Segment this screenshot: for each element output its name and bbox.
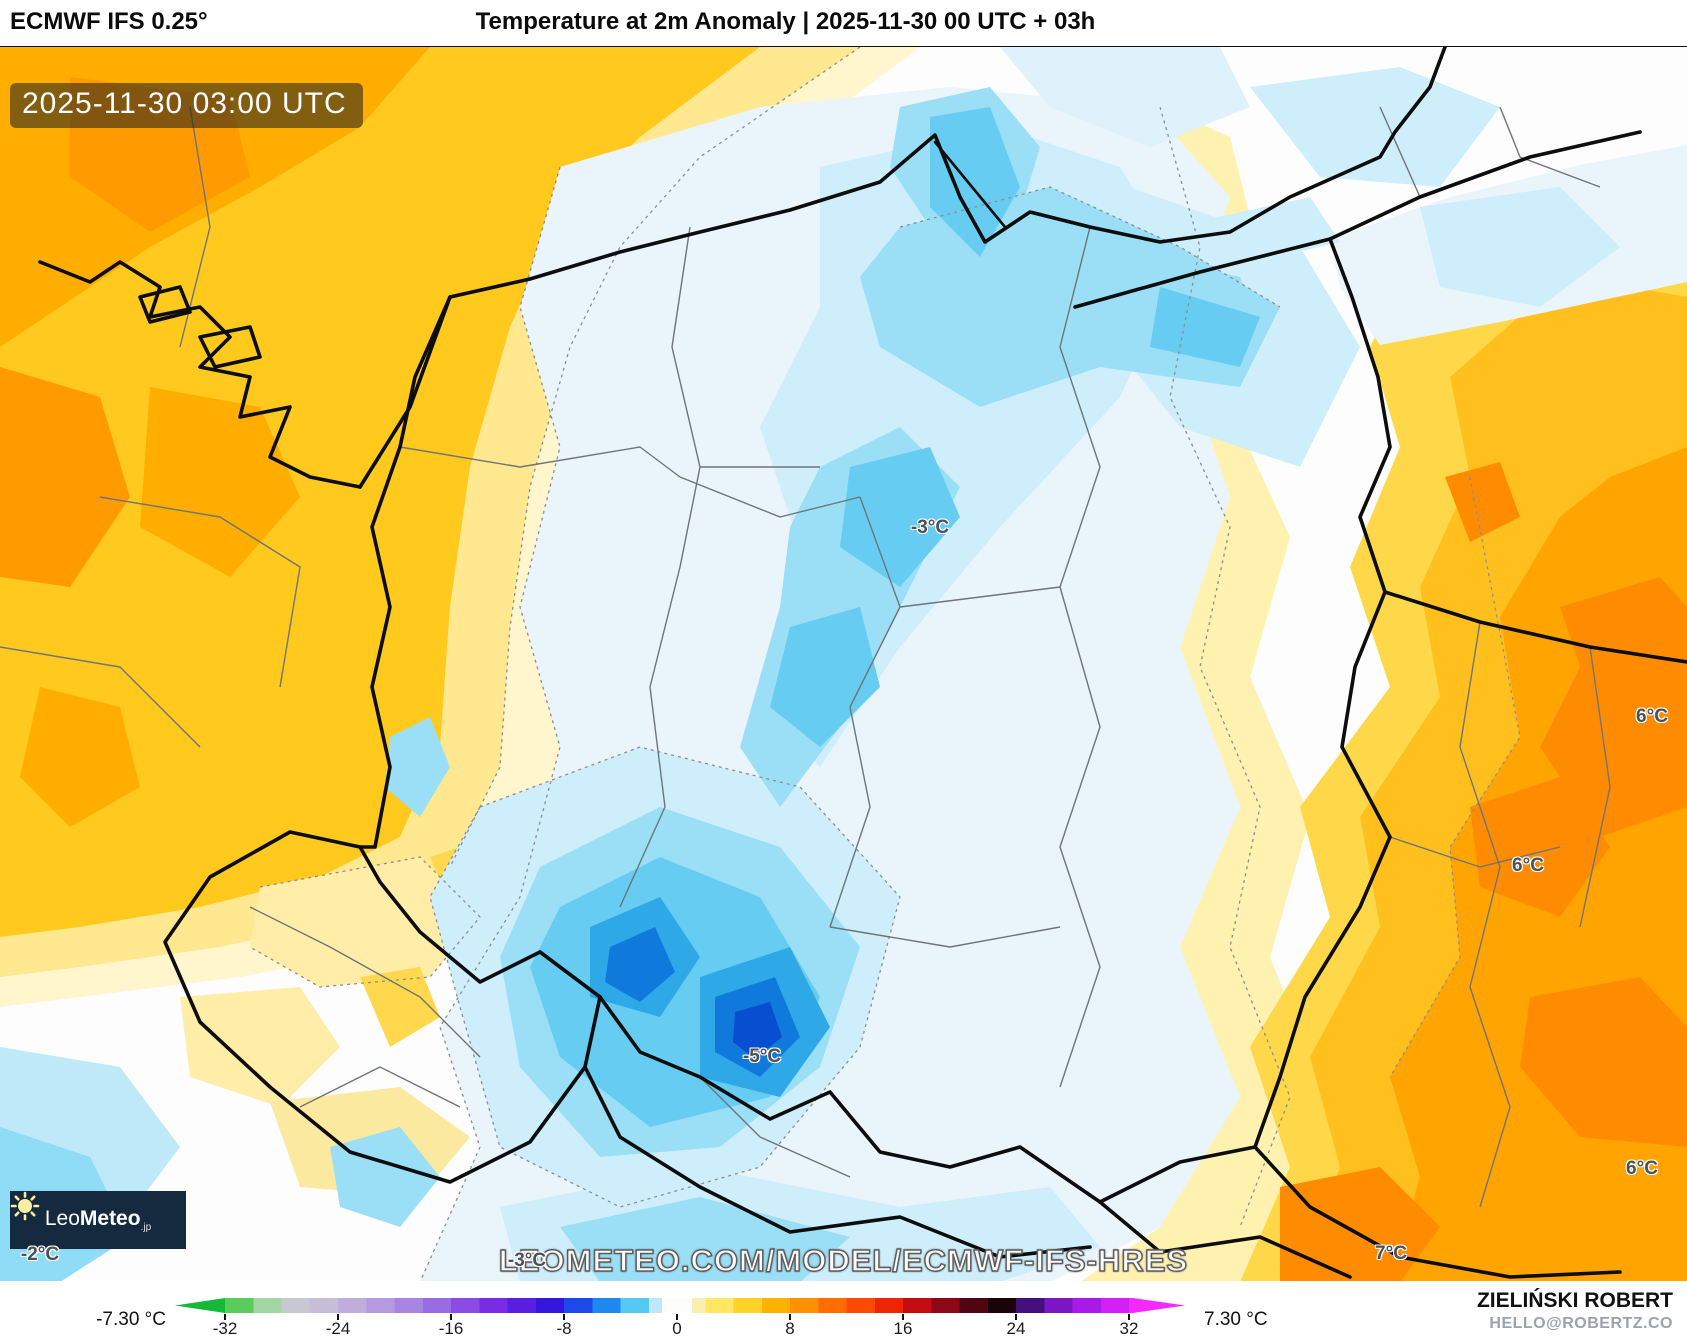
colorbar-max-label: 7.30 °C [1204, 1309, 1268, 1330]
timestamp-badge: 2025-11-30 03:00 UTC [10, 83, 363, 128]
sun-icon [10, 1191, 40, 1221]
colorbar-tick-label: -32 [212, 1319, 238, 1338]
colorbar-tick-mark [676, 1314, 678, 1320]
leometeo-logo: LeoMeteo.jp [10, 1191, 186, 1249]
colorbar-tick-mark [563, 1314, 565, 1320]
colorbar-tick-label: 0 [672, 1319, 682, 1338]
colorbar-tick-label: -16 [438, 1319, 464, 1338]
map-temp-label: 7°C [1375, 1243, 1407, 1264]
colorbar-tick-mark [224, 1314, 226, 1320]
colorbar-tick-label: 24 [1006, 1319, 1026, 1338]
colorbar-tick-mark [789, 1314, 791, 1320]
colorbar-tick-label: 8 [785, 1319, 795, 1338]
logo-text-bold: Meteo [79, 1206, 141, 1230]
weather-map: 2025-11-30 03:00 UTC LEOMETEO.COM/MODEL/… [0, 46, 1687, 1282]
page-title: Temperature at 2m Anomaly | 2025-11-30 0… [475, 8, 1096, 35]
colorbar-tick-mark [902, 1314, 904, 1320]
temperature-colorbar [175, 1298, 1185, 1313]
contact-email: HELLO@ROBERTZ.CO [1489, 1315, 1673, 1332]
logo-text-suffix: .jp [140, 1222, 152, 1234]
colorbar-tick-label: -24 [325, 1319, 351, 1338]
colorbar-tick-mark [337, 1314, 339, 1320]
map-temp-label: -3°C [507, 1250, 547, 1271]
author-credit: ZIELIŃSKI ROBERT [1476, 1289, 1673, 1312]
logo-wordmark: LeoMeteo.jp [45, 1207, 151, 1233]
logo-text-light: Leo [44, 1206, 80, 1230]
map-temp-label: -3°C [910, 517, 950, 538]
header-bar: ECMWF IFS 0.25° Temperature at 2m Anomal… [0, 0, 1687, 46]
map-temp-label: 6°C [1636, 706, 1668, 727]
map-temp-label: -5°C [742, 1046, 782, 1067]
colorbar-min-label: -7.30 °C [96, 1309, 166, 1330]
colorbar-tick-label: 32 [1119, 1319, 1139, 1338]
map-temp-label: 6°C [1626, 1158, 1658, 1179]
colorbar-tick-mark [1128, 1314, 1130, 1320]
map-temp-label: -2°C [20, 1244, 60, 1265]
weather-map-canvas [0, 47, 1687, 1282]
model-name: ECMWF IFS 0.25° [10, 8, 208, 35]
watermark-url: LEOMETEO.COM/MODEL/ECMWF-IFS-HRES [498, 1242, 1189, 1278]
colorbar-tick-label: 16 [893, 1319, 913, 1338]
colorbar-tick-mark [1015, 1314, 1017, 1320]
map-temp-label: 6°C [1512, 855, 1544, 876]
colorbar-tick-mark [450, 1314, 452, 1320]
colorbar-tick-label: -8 [556, 1319, 572, 1338]
